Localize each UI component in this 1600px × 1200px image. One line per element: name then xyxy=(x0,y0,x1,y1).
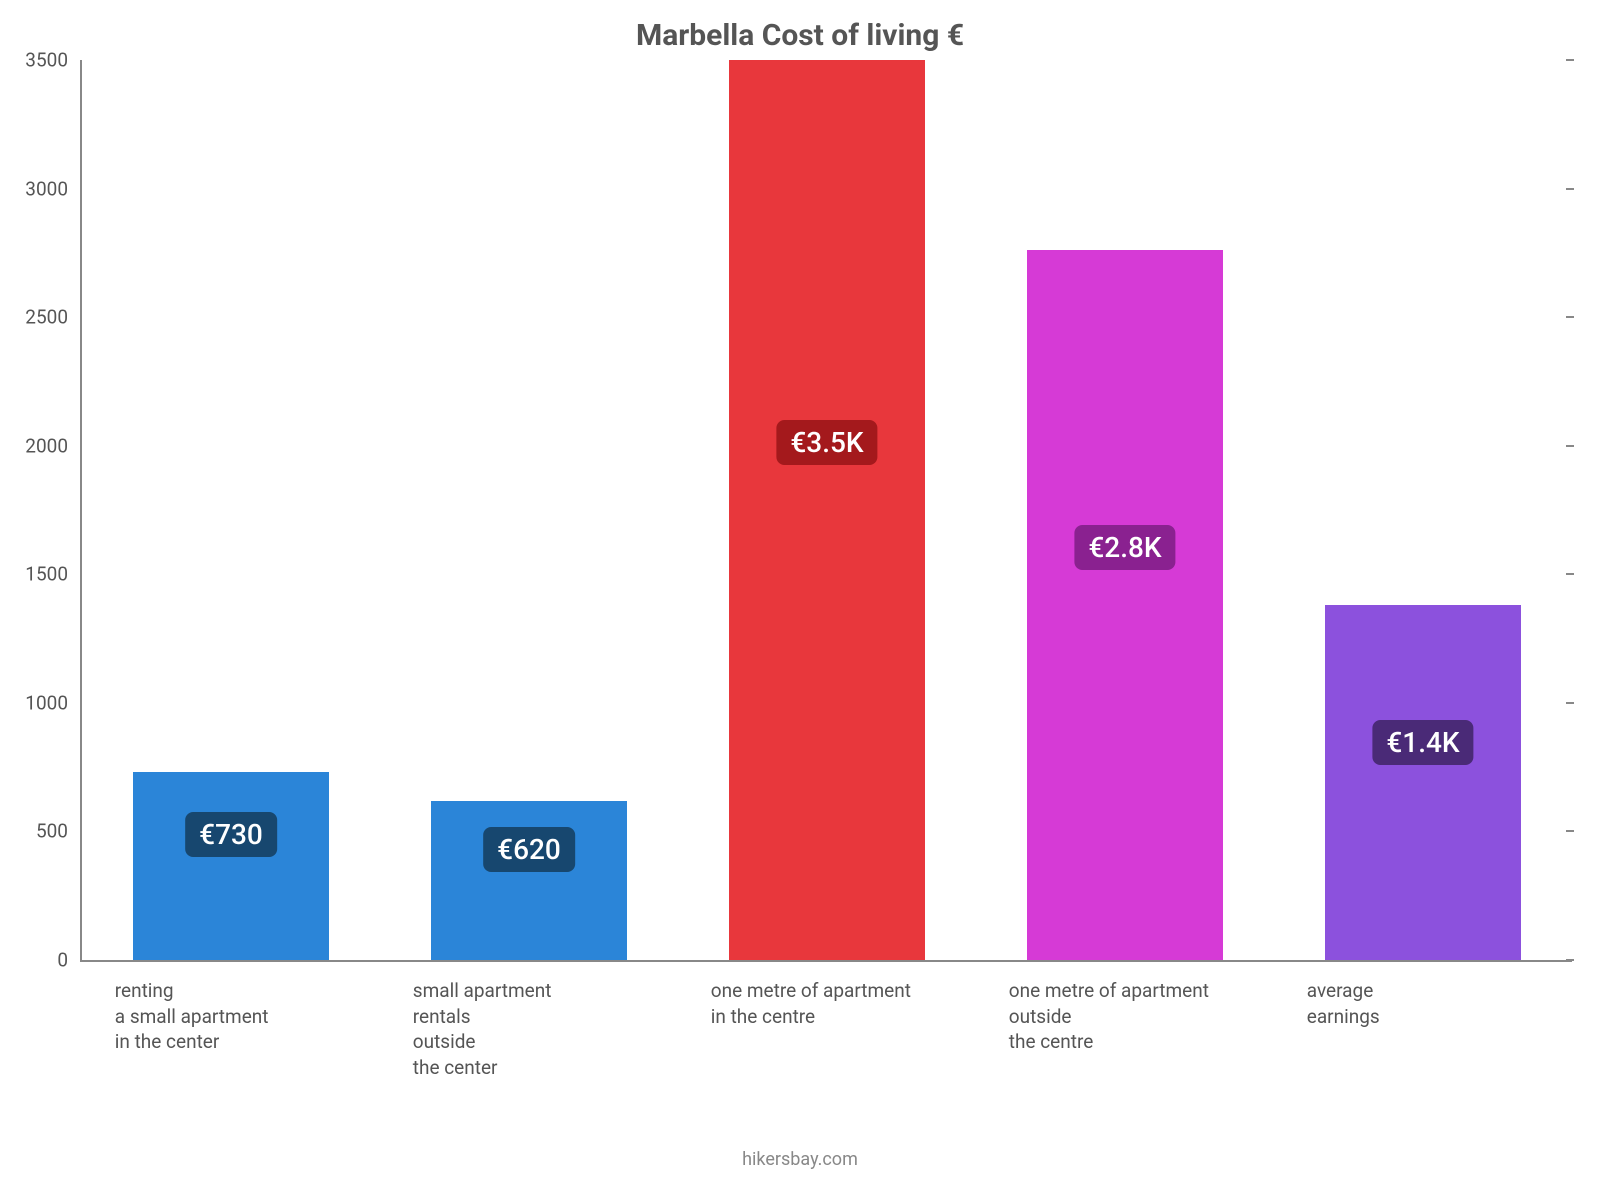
bar-value-label: €620 xyxy=(483,827,575,872)
bar: €2.8K xyxy=(1027,250,1224,960)
y-tick-label: 2000 xyxy=(25,434,82,457)
plot-area: 0500100015002000250030003500€730renting … xyxy=(80,60,1572,962)
y-tick-mark xyxy=(1566,188,1574,190)
y-tick-mark xyxy=(1566,445,1574,447)
bar-value-label: €2.8K xyxy=(1074,525,1175,570)
y-tick-label: 0 xyxy=(57,949,82,972)
chart-title: Marbella Cost of living € xyxy=(0,18,1600,53)
y-tick-label: 2500 xyxy=(25,306,82,329)
x-category-label: renting a small apartment in the center xyxy=(115,960,269,1055)
bar: €730 xyxy=(133,772,330,960)
bar: €620 xyxy=(431,801,628,960)
y-tick-mark xyxy=(1566,59,1574,61)
x-category-label: small apartment rentals outside the cent… xyxy=(413,960,552,1081)
y-tick-mark xyxy=(1566,316,1574,318)
y-tick-label: 1000 xyxy=(25,691,82,714)
y-tick-label: 3500 xyxy=(25,49,82,72)
chart-credit: hikersbay.com xyxy=(0,1149,1600,1170)
y-tick-label: 3000 xyxy=(25,177,82,200)
cost-of-living-chart: Marbella Cost of living € 05001000150020… xyxy=(0,0,1600,1200)
x-category-label: one metre of apartment outside the centr… xyxy=(1009,960,1209,1055)
y-tick-mark xyxy=(1566,959,1574,961)
y-tick-mark xyxy=(1566,573,1574,575)
bar: €3.5K xyxy=(729,60,926,960)
y-tick-label: 1500 xyxy=(25,563,82,586)
y-tick-mark xyxy=(1566,830,1574,832)
bar: €1.4K xyxy=(1325,605,1522,960)
bar-value-label: €730 xyxy=(185,812,277,857)
y-tick-label: 500 xyxy=(36,820,82,843)
bar-value-label: €1.4K xyxy=(1372,720,1473,765)
bar-value-label: €3.5K xyxy=(776,420,877,465)
x-category-label: one metre of apartment in the centre xyxy=(711,960,911,1029)
y-tick-mark xyxy=(1566,702,1574,704)
x-category-label: average earnings xyxy=(1307,960,1380,1029)
